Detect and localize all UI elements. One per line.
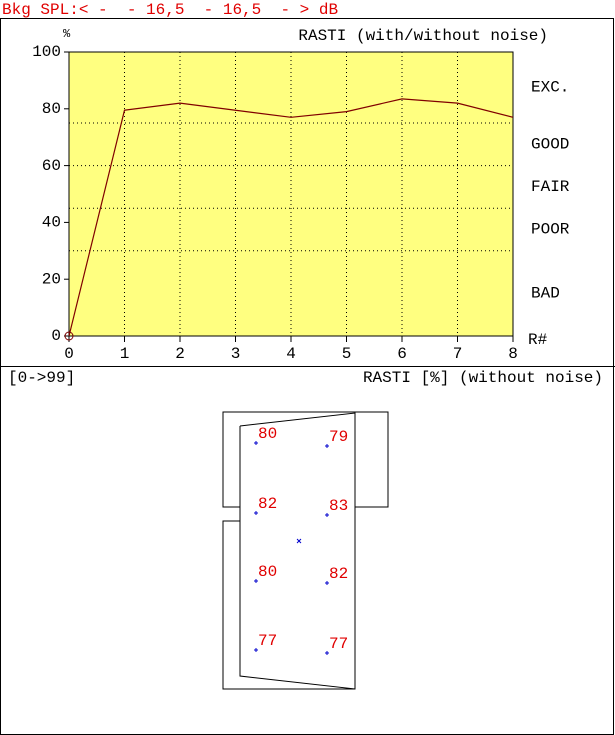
x-tick-label: 7 [453, 345, 463, 363]
plan-title: RASTI [%] (without noise) [363, 369, 603, 387]
data-point [64, 331, 74, 341]
band-label: EXC. [531, 79, 569, 97]
room-inner-outline [239, 412, 356, 690]
y-tick-label: 20 [42, 270, 61, 288]
y-tick-label: 40 [42, 214, 61, 232]
x-tick-label: 2 [175, 345, 185, 363]
x-tick-label: 0 [64, 345, 74, 363]
y-tick-label: 0 [51, 327, 61, 345]
x-tick-label: 4 [286, 345, 296, 363]
plot-area [69, 52, 513, 336]
point-value: 77 [329, 635, 348, 653]
x-tick-label: 1 [120, 345, 130, 363]
point-value: 83 [329, 497, 348, 515]
data-line [68, 98, 514, 337]
point-value: 82 [329, 565, 348, 583]
x-tick-label: 3 [231, 345, 241, 363]
x-axis-label: R# [528, 331, 548, 349]
band-label: GOOD [531, 136, 569, 154]
chart-title: RASTI (with/without noise) [298, 27, 548, 45]
y-tick-label: 80 [42, 100, 61, 118]
plan-range: [0->99] [8, 369, 75, 387]
x-tick-label: 8 [508, 345, 518, 363]
y-axis-label: % [63, 27, 71, 41]
band-label: POOR [531, 221, 570, 239]
point-value: 80 [258, 563, 277, 581]
source-marker [296, 538, 302, 544]
y-tick-label: 100 [32, 43, 61, 61]
band-label: FAIR [531, 178, 570, 196]
point-value: 80 [258, 425, 277, 443]
y-tick-label: 60 [42, 157, 61, 175]
point-value: 82 [258, 495, 277, 513]
point-value: 79 [329, 428, 348, 446]
band-label: BAD [531, 285, 560, 303]
room-outline [222, 411, 389, 690]
x-tick-label: 5 [342, 345, 352, 363]
point-value: 77 [258, 632, 277, 650]
x-tick-label: 6 [397, 345, 407, 363]
header: Bkg SPL:< - - 16,5 - 16,5 - > dB [2, 1, 338, 19]
